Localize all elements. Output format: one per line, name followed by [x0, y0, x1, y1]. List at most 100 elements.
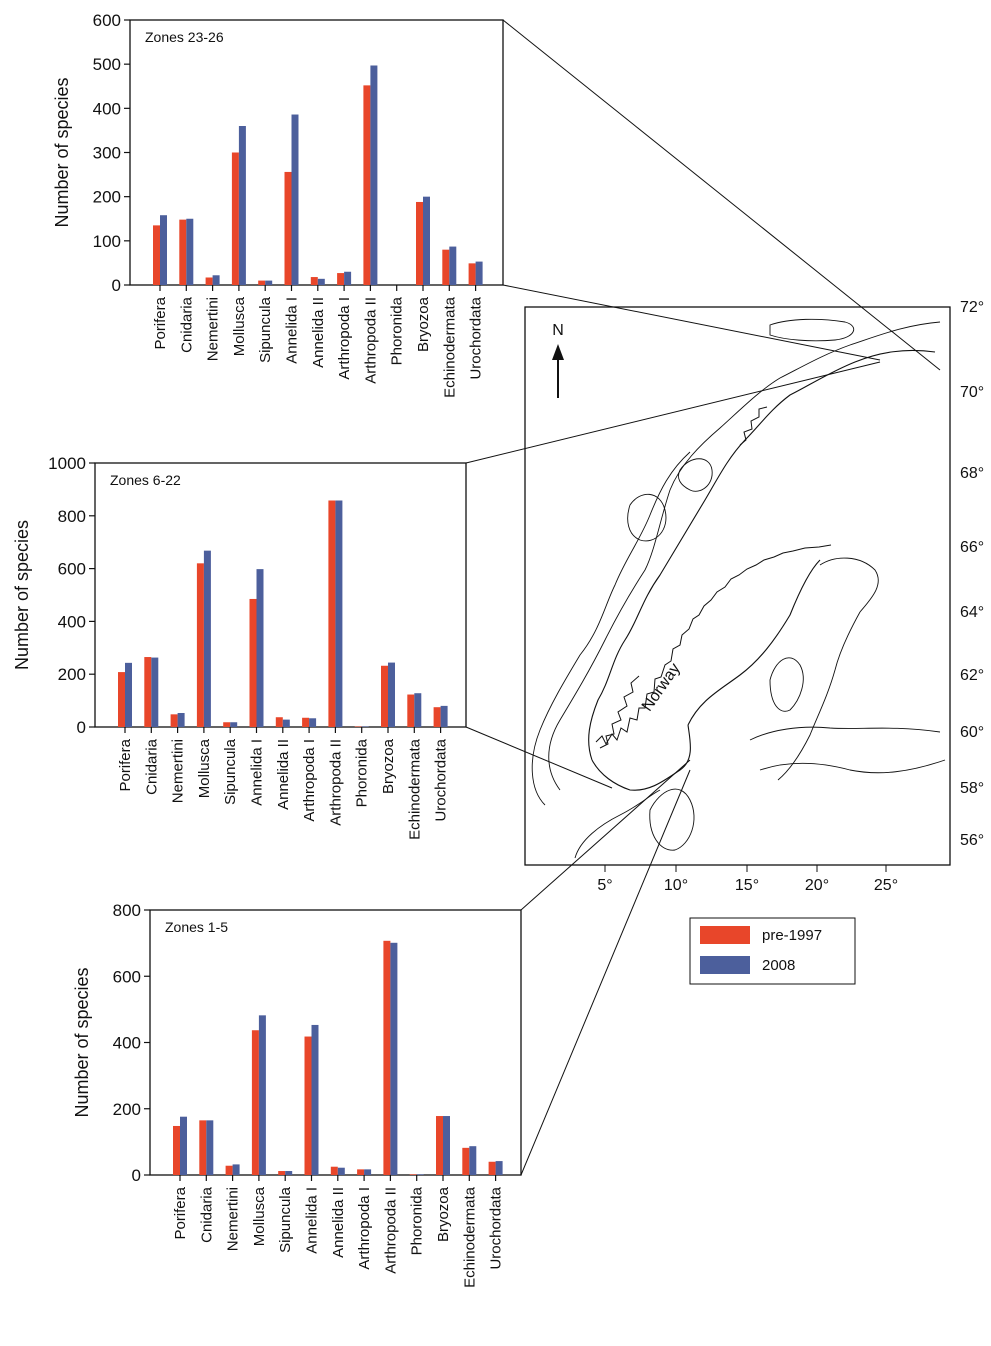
longitude-label: 5° — [597, 877, 612, 894]
bar-2008 — [388, 662, 395, 727]
longitude-label: 10° — [664, 877, 688, 894]
bar-2008 — [361, 726, 369, 727]
bar-2008 — [475, 261, 483, 285]
bar-pre-1997 — [196, 563, 204, 727]
bar-pre-1997 — [278, 1171, 286, 1175]
x-category-label: Arthropoda I — [301, 739, 318, 822]
x-category-label: Arthropoda I — [336, 297, 353, 380]
x-category-label: Nemertini — [170, 739, 187, 803]
bar-2008 — [370, 65, 378, 285]
latitude-label: 66° — [960, 539, 984, 556]
x-category-label: Echinodermata — [441, 296, 458, 398]
chart-panel-3: 0 200 400 600 800 Number of species Zones 1-5 P… — [72, 901, 522, 1288]
latitude-label: 70° — [960, 384, 984, 401]
y-tick-label: 400 — [58, 612, 86, 631]
x-category-label: Annelida II — [330, 1187, 347, 1258]
bar-2008 — [125, 662, 132, 727]
y-tick-label: 300 — [93, 144, 121, 163]
bar-2008 — [364, 1169, 372, 1175]
bar-2008 — [265, 280, 273, 285]
north-label: N — [552, 322, 564, 339]
y-axis-label: Number of species — [52, 77, 72, 227]
legend-swatch-2008 — [700, 956, 750, 974]
y-tick-label: 0 — [77, 718, 86, 737]
legend-label-2008: 2008 — [762, 957, 795, 974]
legend: pre-1997 2008 — [689, 917, 856, 985]
longitude-label: 25° — [874, 877, 898, 894]
legend-label-pre-1997: pre-1997 — [762, 927, 822, 944]
longitude-label: 20° — [805, 877, 829, 894]
chart-title: Zones 23-26 — [145, 29, 224, 45]
bar-2008 — [206, 1120, 214, 1175]
y-tick-label: 1000 — [48, 454, 86, 473]
y-tick-label: 200 — [93, 188, 121, 207]
legend-swatch-pre-1997 — [700, 926, 750, 944]
fjord-coast-detail — [595, 406, 832, 749]
bar-pre-1997 — [436, 1116, 443, 1175]
bar-2008 — [416, 1174, 424, 1175]
bar-2008 — [309, 718, 317, 727]
map-panel: N Norway 72° 70° 68° 66° 64° 62° 60° 58° 56° 5° 1… — [524, 299, 984, 985]
x-category-label: Sipuncula — [222, 738, 239, 805]
chart-title: Zones 6-22 — [110, 472, 181, 488]
bar-pre-1997 — [416, 201, 423, 285]
y-axis-label: Number of species — [12, 520, 32, 670]
longitude-label: 15° — [735, 877, 759, 894]
bar-pre-1997 — [144, 657, 152, 727]
bar-pre-1997 — [304, 1036, 312, 1175]
bar-2008 — [317, 278, 325, 285]
bar-2008 — [238, 126, 246, 285]
bar-2008 — [344, 271, 352, 285]
y-tick-label: 100 — [93, 232, 121, 251]
x-category-label: Mollusca — [196, 738, 213, 798]
x-category-label: Arthropoda II — [327, 739, 344, 826]
x-category-label: Arthropoda II — [382, 1187, 399, 1274]
bar-pre-1997 — [468, 263, 476, 285]
x-category-label: Phoronida — [409, 1186, 426, 1255]
bar-2008 — [495, 1161, 503, 1175]
bar-pre-1997 — [357, 1169, 365, 1175]
x-category-label: Annelida I — [304, 1187, 321, 1254]
y-tick-label: 200 — [58, 665, 86, 684]
latitude-label: 62° — [960, 667, 984, 684]
x-category-label: Nemertini — [225, 1187, 242, 1251]
bar-2008 — [230, 722, 238, 727]
x-category-label: Porifera — [152, 296, 169, 349]
bar-2008 — [232, 1164, 240, 1175]
bar-2008 — [469, 1146, 477, 1175]
bar-2008 — [160, 215, 167, 285]
bar-pre-1997 — [258, 280, 266, 285]
y-tick-label: 0 — [112, 276, 121, 295]
x-category-label: Urochordata — [433, 738, 450, 821]
map-country-label: Norway — [639, 660, 684, 714]
bar-pre-1997 — [442, 249, 450, 285]
bar-pre-1997 — [231, 152, 239, 285]
x-category-label: Sipuncula — [257, 296, 274, 363]
x-category-label: Porifera — [172, 1186, 189, 1239]
bar-pre-1997 — [363, 85, 371, 285]
y-tick-label: 0 — [132, 1166, 141, 1185]
bar-pre-1997 — [179, 219, 187, 285]
bar-pre-1997 — [354, 726, 362, 727]
bar-pre-1997 — [337, 273, 345, 285]
x-category-label: Phoronida — [389, 296, 406, 365]
bar-2008 — [177, 713, 185, 727]
x-category-label: Bryozoa — [380, 738, 397, 794]
y-tick-label: 800 — [113, 901, 141, 920]
bar-pre-1997 — [302, 717, 310, 727]
bar-2008 — [258, 1015, 266, 1175]
latitude-label: 58° — [960, 780, 984, 797]
longitude-labels: 5° 10° 15° 20° 25° — [597, 865, 898, 894]
bar-pre-1997 — [488, 1161, 496, 1175]
coastline-norway — [588, 349, 936, 791]
bar-2008 — [423, 196, 430, 285]
bar-2008 — [203, 550, 211, 727]
y-tick-label: 600 — [58, 560, 86, 579]
bar-2008 — [180, 1116, 187, 1175]
bar-pre-1997 — [118, 672, 125, 727]
bar-2008 — [282, 719, 290, 727]
bar-pre-1997 — [249, 598, 257, 727]
x-category-label: Annelida II — [310, 297, 327, 368]
x-category-label: Echinodermata — [461, 1186, 478, 1288]
